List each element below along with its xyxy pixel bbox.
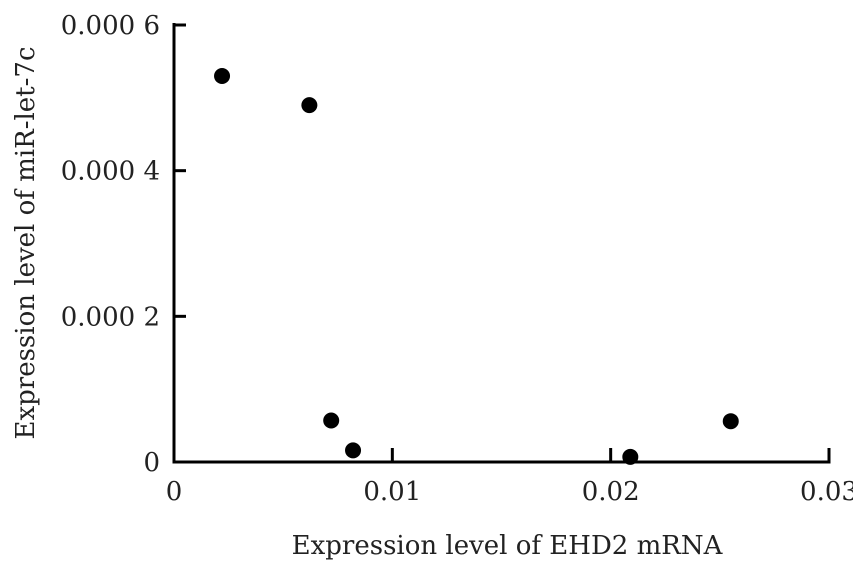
data-point: [214, 67, 231, 84]
x-tick-label: 0.03: [800, 477, 853, 507]
y-tick-label: 0.000 4: [61, 157, 160, 187]
data-point: [301, 97, 318, 114]
x-tick-label: 0.02: [582, 477, 640, 507]
x-axis-title: Expression level of EHD2 mRNA: [292, 531, 724, 561]
y-axis-title: Expression level of miR-let-7c: [11, 46, 41, 439]
data-point: [345, 442, 362, 459]
x-tick-label: 0.01: [363, 477, 421, 507]
data-point: [323, 412, 340, 429]
data-points: [214, 67, 739, 465]
data-point: [622, 448, 639, 465]
data-point: [722, 413, 739, 430]
axes: [172, 23, 831, 464]
x-tick-label: 0: [166, 477, 183, 507]
y-tick-label: 0.000 6: [61, 11, 160, 41]
y-tick-label: 0: [143, 448, 160, 478]
axis-ticks: 0 0.000 2 0.000 4 0.000 6 0 0.01 0.02 0.03: [61, 11, 853, 507]
y-tick-label: 0.000 2: [61, 302, 160, 332]
